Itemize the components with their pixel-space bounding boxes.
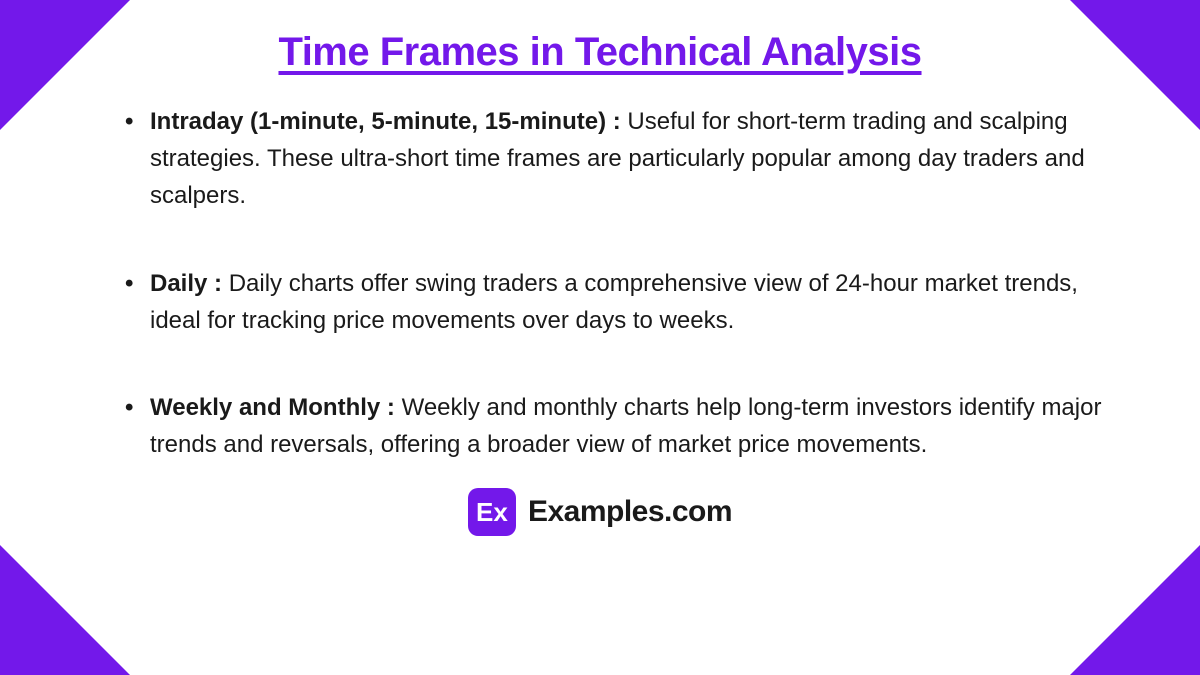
list-item-label: Weekly and Monthly : [150,394,402,421]
list-item-text: Daily charts offer swing traders a compr… [150,270,1078,334]
timeframes-list: Intraday (1-minute, 5-minute, 15-minute)… [95,103,1105,463]
brand-name: Examples.com [528,495,732,529]
list-item-label: Daily : [150,270,229,297]
list-item: Weekly and Monthly : Weekly and monthly … [125,389,1105,463]
content-panel: Time Frames in Technical Analysis Intrad… [0,0,1200,675]
page-title: Time Frames in Technical Analysis [95,30,1105,75]
logo-text: Ex [476,497,508,528]
list-item: Intraday (1-minute, 5-minute, 15-minute)… [125,103,1105,215]
footer-brand: Ex Examples.com [95,488,1105,536]
list-item: Daily : Daily charts offer swing traders… [125,265,1105,339]
content-wrapper: Time Frames in Technical Analysis Intrad… [0,0,1200,556]
logo-icon: Ex [468,488,516,536]
list-item-label: Intraday (1-minute, 5-minute, 15-minute)… [150,108,627,135]
